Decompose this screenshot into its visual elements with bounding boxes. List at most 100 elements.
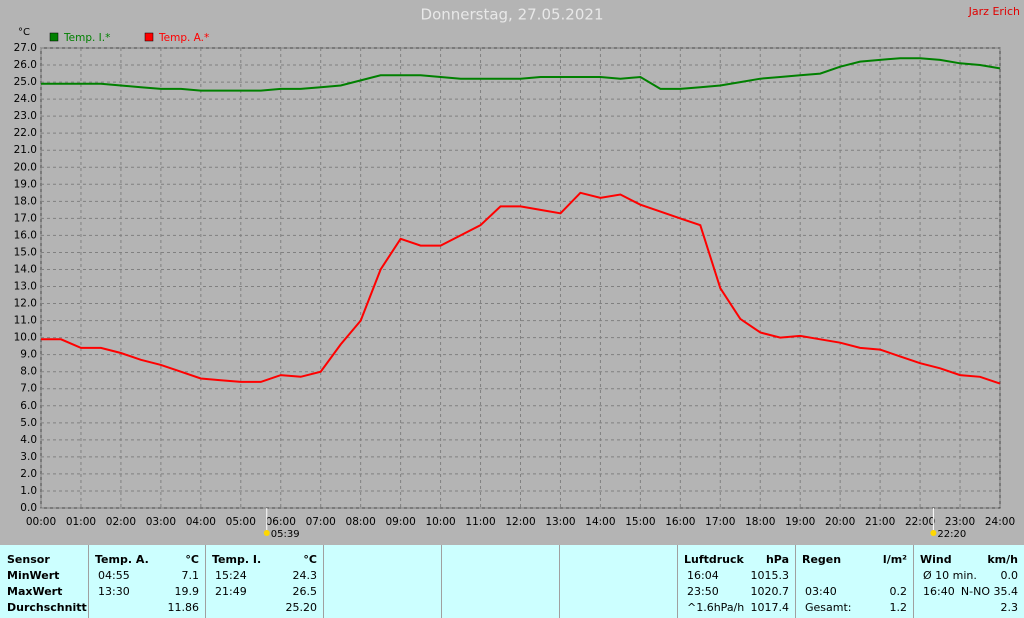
x-tick-label: 13:00 xyxy=(545,516,575,528)
series-line xyxy=(41,57,1001,92)
group-title: Luftdruck xyxy=(684,553,744,566)
legend-swatch xyxy=(144,32,154,42)
x-tick-label: 10:00 xyxy=(425,516,455,528)
table-cell: ^1.6hPa/h xyxy=(687,601,745,614)
y-tick-label: 20.0 xyxy=(14,161,37,173)
y-tick-label: 12.0 xyxy=(14,298,37,310)
y-tick-label: 14.0 xyxy=(14,263,37,275)
table-cell: 04:55 xyxy=(98,569,130,582)
table-cell: 13:30 xyxy=(98,585,130,598)
y-tick-label: 15.0 xyxy=(14,246,37,258)
separator xyxy=(913,545,914,618)
table-cell: 16:40 xyxy=(923,585,955,598)
separator xyxy=(677,545,678,618)
y-tick-label: 11.0 xyxy=(14,315,37,327)
legend-label: Temp. I.* xyxy=(63,32,110,44)
table-header: Sensor xyxy=(7,553,50,566)
x-tick-label: 18:00 xyxy=(745,516,775,528)
separator xyxy=(323,545,324,618)
table-cell: 16:04 xyxy=(687,569,719,582)
x-tick-label: 21:00 xyxy=(865,516,895,528)
separator xyxy=(441,545,442,618)
y-tick-label: 24.0 xyxy=(14,93,37,105)
group-unit: km/h xyxy=(987,553,1018,566)
y-tick-label: 21.0 xyxy=(14,144,37,156)
table-cell: 15:24 xyxy=(215,569,247,582)
group-title: Temp. A. xyxy=(95,553,149,566)
table-cell: 1017.4 xyxy=(750,601,790,614)
author: Jarz Erich xyxy=(968,5,1020,18)
x-tick-label: 00:00 xyxy=(26,516,56,528)
y-tick-label: 13.0 xyxy=(14,281,37,293)
row-label: Durchschnitt xyxy=(7,601,87,614)
y-tick-label: 1.0 xyxy=(20,485,37,497)
chart-title: Donnerstag, 27.05.2021 xyxy=(421,6,604,24)
row-label: MaxWert xyxy=(7,585,63,598)
table-cell: 0.2 xyxy=(889,585,908,598)
x-tick-label: 03:00 xyxy=(146,516,176,528)
y-tick-label: 7.0 xyxy=(20,383,37,395)
group-unit: °C xyxy=(303,553,317,566)
y-tick-label: 17.0 xyxy=(14,212,37,224)
separator xyxy=(795,545,796,618)
table-cell: 25.20 xyxy=(285,601,318,614)
y-tick-label: 5.0 xyxy=(20,417,37,429)
summary-table: Sensor MinWert MaxWert Durchschnitt Temp. A.… xyxy=(0,545,1024,618)
table-cell: 1.2 xyxy=(889,601,908,614)
sun-icon xyxy=(930,530,937,536)
table-cell: 7.1 xyxy=(181,569,200,582)
table-cell: 0.0 xyxy=(1000,569,1019,582)
y-tick-label: 16.0 xyxy=(14,229,37,241)
x-tick-label: 22:00 xyxy=(905,516,935,528)
x-tick-label: 12:00 xyxy=(505,516,535,528)
y-tick-label: 26.0 xyxy=(14,59,37,71)
legend-swatch xyxy=(49,32,59,42)
y-tick-label: 4.0 xyxy=(20,434,37,446)
group-title: Temp. I. xyxy=(212,553,262,566)
y-tick-label: 25.0 xyxy=(14,76,37,88)
legend-label: Temp. A.* xyxy=(158,32,209,44)
row-label: MinWert xyxy=(7,569,60,582)
group-title: Wind xyxy=(920,553,952,566)
x-tick-label: 14:00 xyxy=(585,516,615,528)
table-cell: 24.3 xyxy=(292,569,318,582)
x-tick-label: 09:00 xyxy=(385,516,415,528)
x-tick-label: 16:00 xyxy=(665,516,695,528)
y-tick-label: 10.0 xyxy=(14,332,37,344)
x-tick-label: 19:00 xyxy=(785,516,815,528)
group-unit: hPa xyxy=(765,553,789,566)
y-tick-label: 19.0 xyxy=(14,178,37,190)
table-cell: 11.86 xyxy=(167,601,200,614)
x-tick-label: 20:00 xyxy=(825,516,855,528)
table-cell: Gesamt: xyxy=(805,601,852,614)
table-cell: N-NO 35.4 xyxy=(960,585,1018,598)
group-title: Regen xyxy=(802,553,842,566)
series-line xyxy=(41,191,1001,385)
table-cell: 26.5 xyxy=(292,585,318,598)
x-tick-label: 24:00 xyxy=(985,516,1015,528)
y-tick-label: 8.0 xyxy=(20,366,37,378)
table-cell: 1015.3 xyxy=(750,569,790,582)
y-tick-label: 23.0 xyxy=(14,110,37,122)
table-cell: 2.3 xyxy=(1000,601,1019,614)
group-unit: °C xyxy=(185,553,199,566)
group-unit: l/m² xyxy=(882,553,907,566)
x-tick-label: 05:00 xyxy=(226,516,256,528)
y-axis-label: °C xyxy=(18,27,30,38)
x-tick-label: 23:00 xyxy=(945,516,975,528)
x-tick-label: 02:00 xyxy=(106,516,136,528)
separator xyxy=(88,545,89,618)
separator xyxy=(559,545,560,618)
y-tick-label: 9.0 xyxy=(20,349,37,361)
chart: Donnerstag, 27.05.2021 Jarz Erich °C 0.0… xyxy=(14,5,1020,540)
table-cell: 03:40 xyxy=(805,585,837,598)
table-cell: 1020.7 xyxy=(750,585,790,598)
y-tick-label: 3.0 xyxy=(20,451,37,463)
x-tick-label: 07:00 xyxy=(306,516,336,528)
sun-time: 22:20 xyxy=(937,529,966,540)
x-tick-label: 06:00 xyxy=(266,516,296,528)
sun-time: 05:39 xyxy=(271,529,300,540)
y-tick-label: 27.0 xyxy=(14,42,37,54)
x-tick-label: 15:00 xyxy=(625,516,655,528)
